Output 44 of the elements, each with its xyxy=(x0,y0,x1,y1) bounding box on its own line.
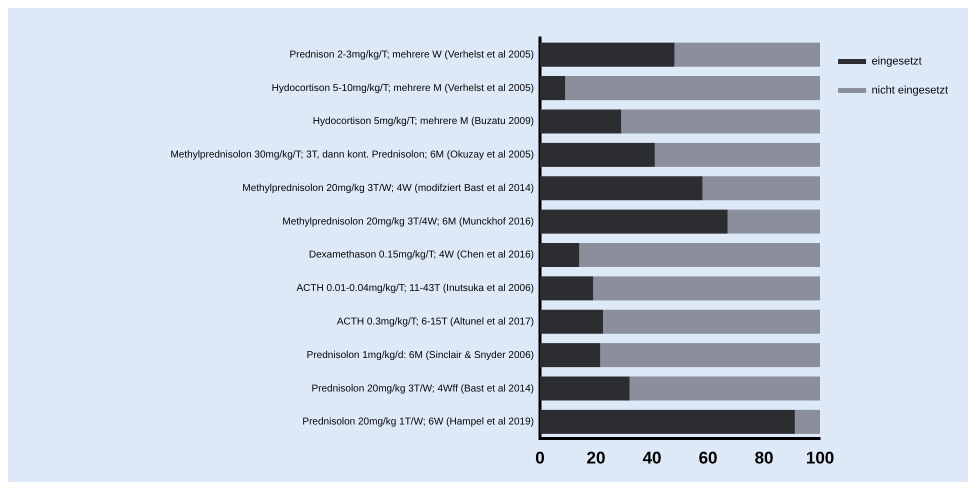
bar xyxy=(728,210,820,234)
y-tick-label: Prednisolon 20mg/kg 1T/W; 6W (Hampel et al 2019) xyxy=(302,416,534,428)
legend-label: eingesetzt xyxy=(872,56,922,68)
bar xyxy=(630,376,820,401)
legend-label: nicht eingesetzt xyxy=(872,84,948,97)
y-tick-label: Prednison 2-3mg/kg/T; mehrere W (Verhelst et al 2005) xyxy=(289,49,534,60)
y-tick-label: Prednisolon 20mg/kg 3T/W; 4Wff (Bast et al 2014) xyxy=(311,383,534,394)
bar xyxy=(540,242,580,268)
bar xyxy=(540,109,622,134)
y-tick-label: Methylprednisolon 20mg/kg 3T/W; 4W (modifziert Bast et al 2014) xyxy=(242,182,534,194)
y-tick-label: Hydocortison 5mg/kg/T; mehrere M (Buzatu 2009) xyxy=(312,116,534,128)
bar xyxy=(600,343,820,368)
bar xyxy=(540,343,600,368)
x-tick-label: 80 xyxy=(754,448,774,468)
x-tick-label: 20 xyxy=(586,448,606,468)
y-tick-label: Dexamethason 0.15mg/kg/T; 4W (Chen et al 2016) xyxy=(308,250,534,261)
bar xyxy=(565,76,820,100)
x-tick-label: 60 xyxy=(698,448,718,468)
bar xyxy=(654,142,820,167)
bar xyxy=(540,142,655,167)
bar xyxy=(540,210,728,234)
bar xyxy=(621,109,820,134)
bar xyxy=(540,376,630,401)
y-tick-label: Methylprednisolon 30mg/kg/T; 3T, dann kont. Prednisolon; 6M (Okuzay et al 2005) xyxy=(170,150,534,161)
y-tick-label: Prednisolon 1mg/kg/d: 6M (Sinclair & Snyder 2006) xyxy=(306,350,534,361)
bar xyxy=(593,276,820,300)
x-tick-label: 0 xyxy=(535,448,545,468)
bar xyxy=(540,410,795,434)
y-tick-label: ACTH 0.01-0.04mg/kg/T; 11-43T (Inutsuka et al 2006) xyxy=(296,283,534,294)
bar xyxy=(674,42,820,67)
y-tick-label: ACTH 0.3mg/kg/T; 6-15T (Altunel et al 2017) xyxy=(336,316,534,328)
y-tick-label: Methylprednisolon 20mg/kg 3T/4W; 6M (Munckhof 2016) xyxy=(282,216,534,228)
bar xyxy=(540,42,674,67)
bar xyxy=(794,410,820,434)
bar xyxy=(579,242,820,268)
bar xyxy=(540,76,566,100)
x-tick-label: 40 xyxy=(642,448,662,468)
bar xyxy=(540,310,604,334)
bar xyxy=(540,176,702,200)
x-tick-label: 100 xyxy=(806,448,834,468)
bar xyxy=(540,276,594,300)
bar xyxy=(603,310,820,334)
bar xyxy=(702,176,820,200)
y-tick-label: Hydocortison 5-10mg/kg/T; mehrere M (Verhelst et al 2005) xyxy=(272,82,534,94)
